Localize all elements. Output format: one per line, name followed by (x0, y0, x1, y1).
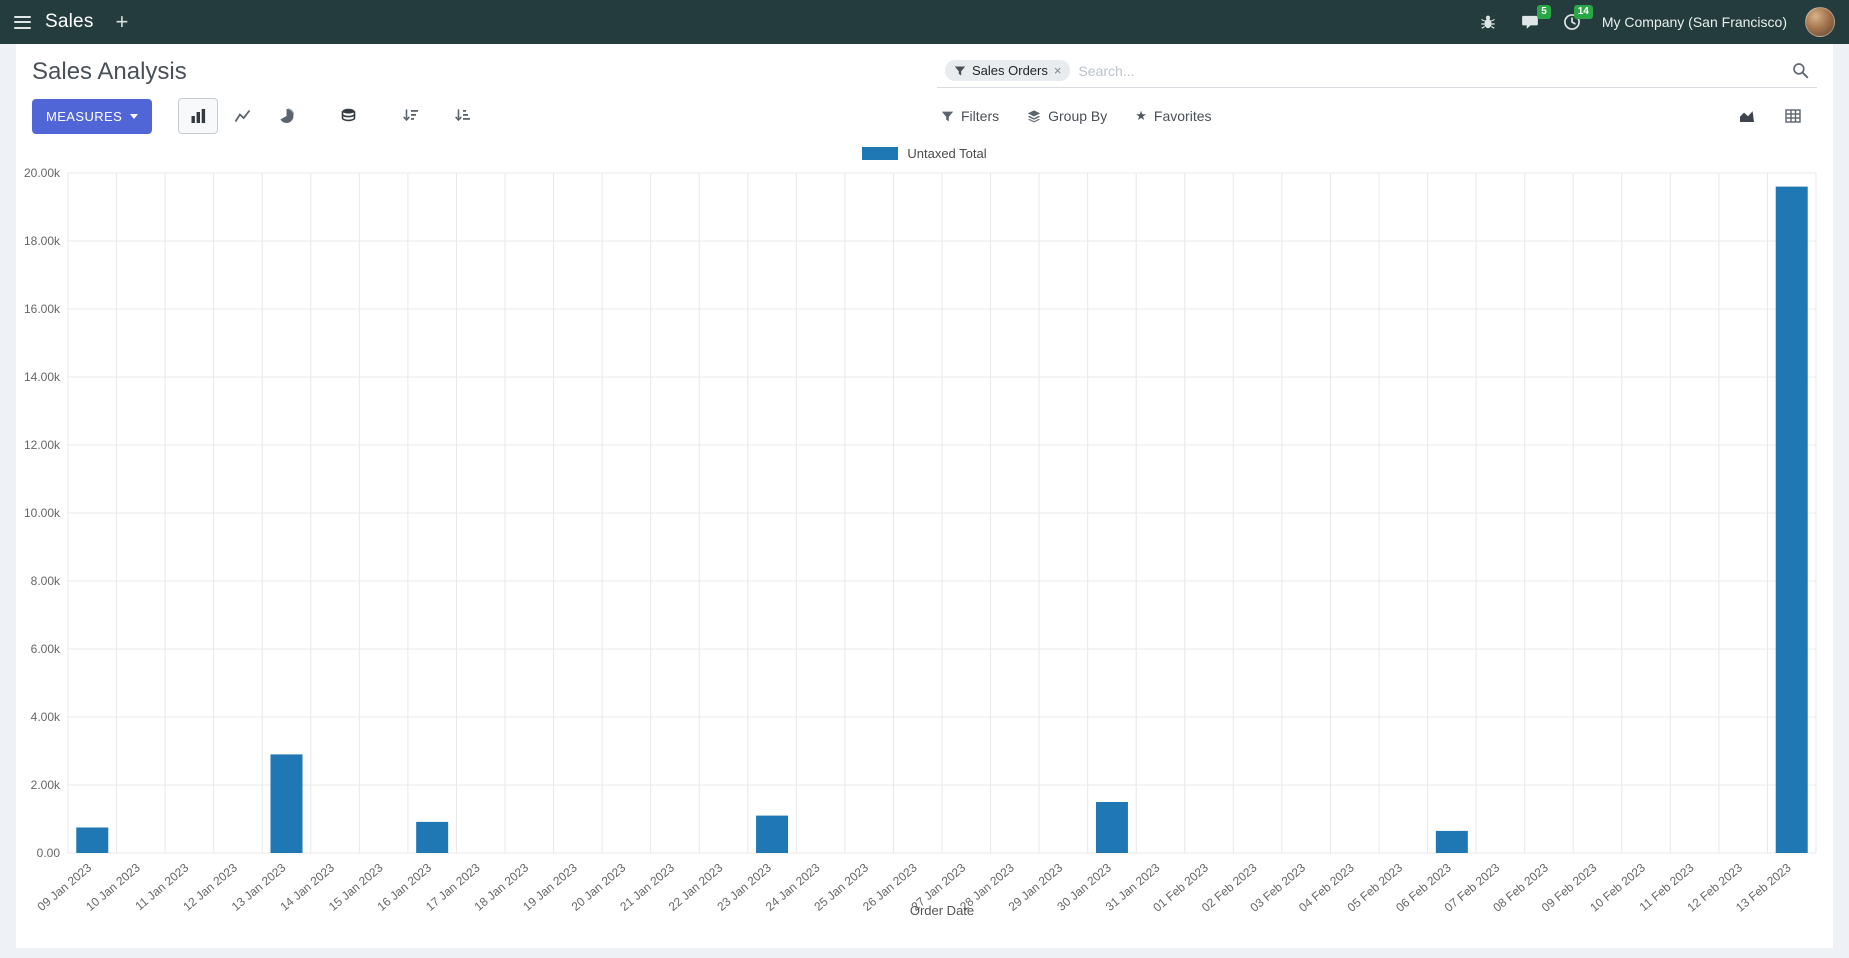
search-icon[interactable] (1792, 62, 1809, 79)
search-options: Filters Group By ★ Favorites (941, 108, 1212, 124)
graph-view-button[interactable] (1727, 98, 1767, 134)
filters-button[interactable]: Filters (941, 108, 999, 124)
chart-bar[interactable] (1775, 186, 1808, 854)
page-title: Sales Analysis (32, 58, 187, 85)
sales-analysis-bar-chart[interactable]: 20.00k 18.00k 16.00k 14.00k 12.00k 10.00k 8.00… (16, 163, 1833, 923)
chart-bar[interactable] (270, 754, 303, 853)
chart-bar[interactable] (756, 815, 789, 853)
svg-text:10.00k: 10.00k (24, 506, 61, 520)
search-facet-label: Sales Orders (972, 63, 1048, 78)
search-bar: Sales Orders × (937, 56, 1817, 88)
group-by-button[interactable]: Group By (1027, 108, 1107, 124)
app-name[interactable]: Sales (45, 11, 94, 32)
chart-bar[interactable] (76, 827, 109, 854)
sort-group (390, 98, 482, 134)
activities-count-badge: 14 (1573, 5, 1593, 19)
pie-chart-button[interactable] (266, 98, 306, 134)
bar-chart-button[interactable] (178, 98, 219, 134)
legend-label: Untaxed Total (907, 146, 987, 161)
svg-text:16.00k: 16.00k (24, 302, 61, 316)
favorites-button[interactable]: ★ Favorites (1135, 108, 1212, 124)
chart-bar[interactable] (1435, 830, 1468, 853)
debug-bug-icon[interactable] (1476, 10, 1500, 34)
filter-funnel-icon (941, 110, 954, 123)
top-navbar: Sales + 5 14 My Company (San Francisco) (0, 0, 1849, 44)
company-switcher[interactable]: My Company (San Francisco) (1601, 14, 1787, 30)
legend-swatch (862, 147, 899, 160)
stacked-toggle-button[interactable] (328, 98, 368, 134)
line-chart-button[interactable] (222, 98, 262, 134)
sort-ascending-button[interactable] (442, 98, 482, 134)
pivot-view-button[interactable] (1773, 98, 1813, 134)
filter-funnel-icon (954, 65, 966, 77)
svg-text:2.00k: 2.00k (31, 778, 61, 792)
svg-text:Order Date: Order Date (910, 903, 974, 918)
chart-legend: Untaxed Total (16, 146, 1833, 161)
sort-descending-button[interactable] (390, 98, 430, 134)
view-switcher (1727, 98, 1813, 134)
svg-text:18.00k: 18.00k (24, 234, 61, 248)
layers-icon (1027, 109, 1041, 123)
svg-text:14.00k: 14.00k (24, 370, 61, 384)
search-facet[interactable]: Sales Orders × (945, 60, 1071, 81)
activities-clock-icon[interactable]: 14 (1560, 5, 1593, 34)
svg-text:12.00k: 12.00k (24, 438, 61, 452)
svg-text:8.00k: 8.00k (31, 574, 61, 588)
main-content: Sales Analysis Sales Orders × MEASURE (16, 44, 1833, 948)
chart-type-group (178, 98, 306, 134)
control-panel: Sales Analysis Sales Orders × MEASURE (16, 44, 1833, 138)
svg-text:0.00: 0.00 (37, 846, 61, 860)
new-tab-plus-button[interactable]: + (115, 9, 129, 34)
chart-bar[interactable] (1095, 802, 1128, 853)
measures-button[interactable]: MEASURES (32, 98, 153, 134)
search-input[interactable] (1078, 62, 1784, 79)
svg-text:4.00k: 4.00k (31, 710, 61, 724)
systray: 5 14 My Company (San Francisco) (1476, 5, 1835, 37)
svg-text:20.00k: 20.00k (24, 166, 61, 180)
apps-menu-icon[interactable] (14, 15, 31, 29)
chart-section: Untaxed Total 20.00k 18.00k 16.00k 14.00k 12… (16, 138, 1833, 923)
facet-remove-icon[interactable]: × (1053, 63, 1062, 78)
chart-bar[interactable] (416, 821, 449, 853)
chevron-down-icon (130, 113, 139, 119)
messages-count-badge: 5 (1537, 5, 1551, 19)
messages-icon[interactable]: 5 (1518, 5, 1551, 34)
star-icon: ★ (1135, 108, 1147, 123)
user-avatar[interactable] (1805, 7, 1835, 37)
svg-text:6.00k: 6.00k (31, 642, 61, 656)
